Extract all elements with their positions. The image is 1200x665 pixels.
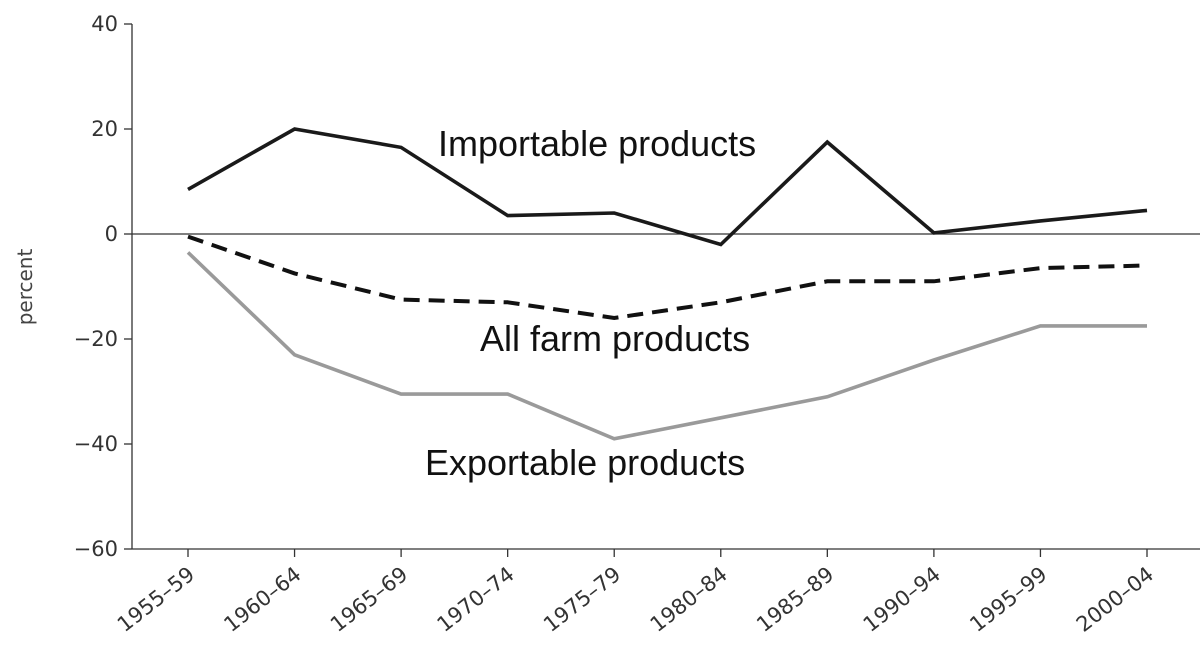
y-tick-label: 40 [91, 12, 118, 36]
y-tick-label: −20 [74, 327, 118, 351]
x-tick-label: 1975–79 [539, 562, 625, 637]
x-tick-label: 1970–74 [433, 562, 519, 637]
x-tick-label: 2000–04 [1072, 562, 1158, 637]
y-tick-label: −60 [74, 537, 118, 561]
y-tick-label: −40 [74, 432, 118, 456]
line-all-farm-products [187, 234, 1148, 321]
y-ticks: 40 20 0 −20 −40 −60 [74, 12, 132, 561]
series-label-importable: Importable products [438, 123, 756, 164]
line-exportable-products [186, 251, 1147, 441]
x-ticks: 1955–59 1960–64 1965–69 1970–74 1975–79 1980–… [113, 549, 1158, 637]
x-tick-label: 1985–89 [752, 562, 838, 637]
line-importable-products [187, 127, 1148, 247]
x-tick-label: 1990–94 [859, 562, 945, 637]
x-tick-label: 1995–99 [965, 562, 1051, 637]
x-tick-label: 1960–64 [219, 562, 305, 637]
x-tick-label: 1965–69 [326, 562, 412, 637]
x-tick-label: 1980–84 [646, 562, 732, 637]
series-label-exportable: Exportable products [425, 442, 745, 483]
x-tick-label: 1955–59 [113, 562, 199, 637]
y-axis-title: percent [13, 249, 37, 326]
series-label-all-farm: All farm products [480, 318, 750, 359]
series-lines [186, 127, 1148, 441]
y-tick-label: 20 [91, 117, 118, 141]
axes [131, 24, 1200, 550]
y-tick-label: 0 [105, 222, 118, 246]
